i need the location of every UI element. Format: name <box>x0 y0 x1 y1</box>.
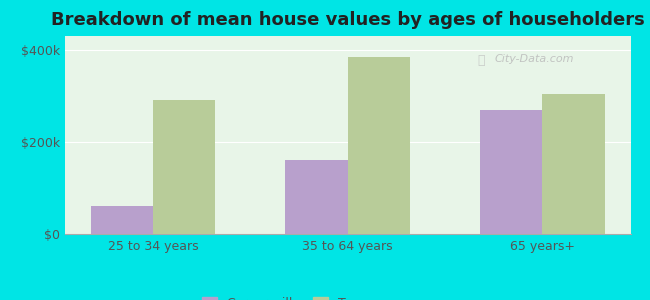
Bar <box>543 94 604 234</box>
Text: City-Data.com: City-Data.com <box>495 54 575 64</box>
Bar <box>91 206 153 234</box>
Bar <box>348 57 410 234</box>
Bar <box>285 160 348 234</box>
Title: Breakdown of mean house values by ages of householders: Breakdown of mean house values by ages o… <box>51 11 645 29</box>
Text: Ⓞ: Ⓞ <box>478 54 486 67</box>
Bar <box>480 110 543 234</box>
Legend: Cornersville, Tennessee: Cornersville, Tennessee <box>196 292 408 300</box>
Bar <box>153 100 215 234</box>
